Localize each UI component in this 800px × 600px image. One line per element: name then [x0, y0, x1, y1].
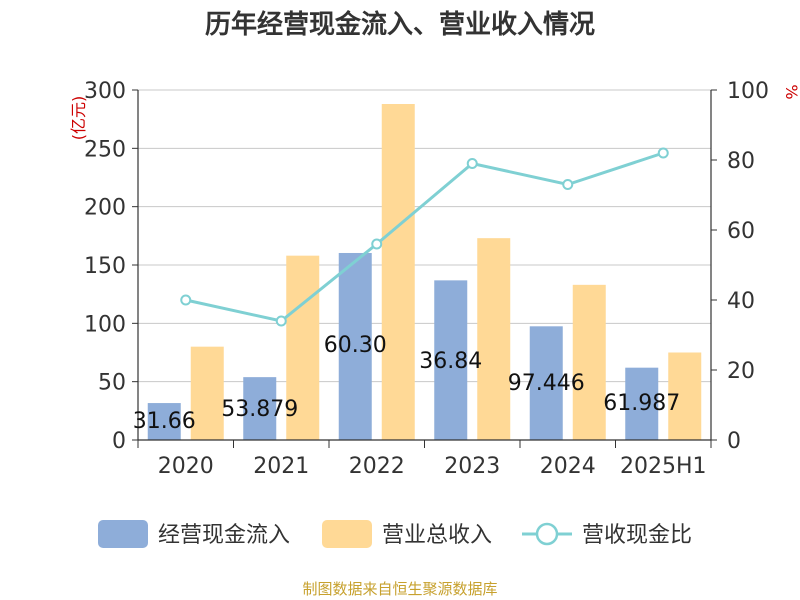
- bar-total-revenue: [190, 346, 224, 440]
- grid-layer: [138, 89, 711, 383]
- bar-data-label: 53.879: [221, 397, 298, 422]
- x-tick-label: 2025H1: [620, 454, 707, 479]
- bar-total-revenue: [572, 284, 606, 440]
- bar-cash-inflow: [434, 280, 468, 440]
- line-point: [466, 158, 478, 169]
- y-right-tick-label: 60: [727, 219, 755, 244]
- labels-layer: 31.66 53.879 60.30 36.84 97.446 61.987: [133, 333, 680, 434]
- bar-total-revenue: [286, 255, 320, 440]
- bar-cash-inflow: [147, 403, 181, 440]
- x-tick-label: 2024: [540, 454, 596, 479]
- axis-layer: 0 50 100 150 200 250 300 0 20 40 60 80 100 (亿元)% 2020 2…: [69, 79, 800, 479]
- y-right-tick-label: 100: [727, 79, 769, 104]
- bar-total-revenue: [381, 104, 415, 440]
- x-tick-label: 2022: [349, 454, 405, 479]
- y-left-tick-label: 200: [84, 196, 126, 221]
- legend-swatch: [98, 520, 148, 548]
- bar-cash-inflow: [338, 252, 372, 440]
- line-layer: [180, 147, 669, 327]
- chart-title: 历年经营现金流入、营业收入情况: [204, 10, 595, 40]
- legend-label: 营收现金比: [582, 523, 692, 548]
- bar-total-revenue: [477, 238, 511, 440]
- y-left-tick-label: 150: [84, 254, 126, 279]
- bar-data-label: 36.84: [419, 349, 482, 374]
- y-right-tick-label: 0: [727, 429, 741, 454]
- y-left-tick-label: 250: [84, 137, 126, 162]
- line-point: [371, 238, 383, 250]
- x-tick-label: 2020: [158, 454, 214, 479]
- y-left-tick-label: 50: [98, 371, 126, 396]
- bar-cash-inflow: [243, 377, 277, 440]
- bar-data-label: 97.446: [508, 371, 585, 396]
- x-tick-label: 2023: [444, 454, 500, 479]
- y-right-tick-label: 20: [727, 359, 755, 384]
- source-footer: 制图数据来自恒生聚源数据库: [302, 580, 498, 598]
- x-tick-label: 2021: [253, 454, 309, 479]
- legend-label: 经营现金流入: [158, 523, 290, 548]
- line-point: [657, 147, 669, 159]
- y-right-tick-label: 80: [727, 149, 755, 174]
- legend-marker: [535, 522, 559, 546]
- y-right-unit: %: [782, 84, 800, 99]
- legend-label: 营业总收入: [382, 523, 492, 548]
- bar-cash-inflow: [529, 326, 563, 440]
- y-right-tick-label: 40: [727, 289, 755, 314]
- line-point: [562, 179, 574, 190]
- bar-data-label: 31.66: [133, 409, 196, 434]
- line-cash-ratio: [185, 151, 664, 323]
- line-point: [275, 315, 287, 327]
- y-left-tick-label: 100: [84, 312, 126, 337]
- bars-layer: [147, 104, 702, 440]
- y-left-tick-label: 300: [84, 79, 126, 104]
- bar-cash-inflow: [625, 367, 659, 440]
- legend-swatch: [322, 520, 372, 548]
- bar-data-label: 60.30: [324, 333, 387, 358]
- bar-data-label: 61.987: [603, 391, 680, 416]
- y-left-unit: (亿元): [69, 96, 88, 141]
- y-left-tick-label: 0: [112, 429, 126, 454]
- line-point: [180, 294, 192, 306]
- bar-total-revenue: [668, 352, 702, 440]
- legend-layer: 经营现金流入 营业总收入 营收现金比: [98, 520, 692, 548]
